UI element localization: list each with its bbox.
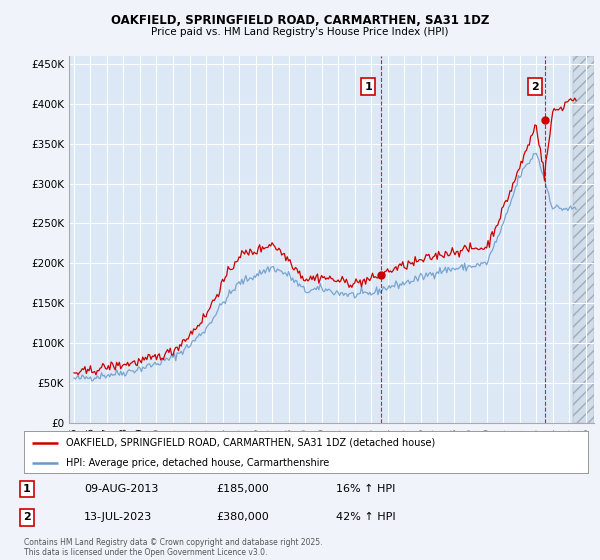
Text: OAKFIELD, SPRINGFIELD ROAD, CARMARTHEN, SA31 1DZ: OAKFIELD, SPRINGFIELD ROAD, CARMARTHEN, … [111,14,489,27]
Bar [574,56,594,423]
Bar [574,56,594,423]
Text: 16% ↑ HPI: 16% ↑ HPI [336,484,395,494]
Text: 09-AUG-2013: 09-AUG-2013 [84,484,158,494]
Text: HPI: Average price, detached house, Carmarthenshire: HPI: Average price, detached house, Carm… [66,458,329,468]
Text: £185,000: £185,000 [216,484,269,494]
Text: £380,000: £380,000 [216,512,269,522]
Text: OAKFIELD, SPRINGFIELD ROAD, CARMARTHEN, SA31 1DZ (detached house): OAKFIELD, SPRINGFIELD ROAD, CARMARTHEN, … [66,438,436,448]
Text: 42% ↑ HPI: 42% ↑ HPI [336,512,395,522]
Text: 2: 2 [23,512,31,522]
Text: 2: 2 [532,82,539,92]
Text: 1: 1 [23,484,31,494]
Text: 13-JUL-2023: 13-JUL-2023 [84,512,152,522]
Text: Price paid vs. HM Land Registry's House Price Index (HPI): Price paid vs. HM Land Registry's House … [151,27,449,37]
Text: 1: 1 [364,82,372,92]
Text: Contains HM Land Registry data © Crown copyright and database right 2025.
This d: Contains HM Land Registry data © Crown c… [24,538,323,557]
